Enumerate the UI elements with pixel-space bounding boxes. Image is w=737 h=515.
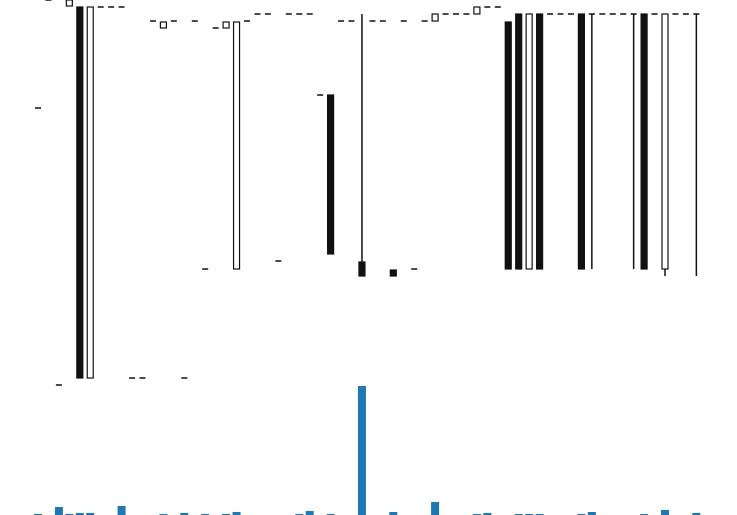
volume-bar — [661, 510, 669, 515]
candle-body — [504, 21, 512, 270]
volume-bar — [431, 502, 440, 515]
candle-body — [400, 20, 407, 22]
candle-body — [254, 13, 261, 15]
volume-bar — [86, 513, 95, 515]
candle-body — [86, 6, 94, 379]
candle-body — [338, 20, 345, 22]
candle-body — [348, 20, 355, 22]
candle-body — [232, 21, 241, 270]
candle-body — [453, 13, 459, 15]
candle-body — [285, 13, 292, 15]
candle-body — [515, 13, 523, 270]
candle-body — [661, 13, 669, 270]
candle-body — [149, 20, 156, 22]
candle-body — [275, 260, 282, 262]
candle-body — [431, 13, 439, 22]
candle-body — [599, 13, 606, 15]
volume-bar — [692, 513, 701, 515]
volume-bar — [54, 507, 63, 515]
candle-body — [191, 20, 198, 22]
candle-body — [296, 13, 303, 15]
candle-body — [535, 13, 544, 270]
volume-bar — [389, 512, 398, 515]
candle-body — [651, 13, 658, 15]
candle-body — [640, 13, 648, 270]
candle-body — [35, 107, 41, 109]
candle-body — [306, 13, 313, 15]
candle-body — [567, 13, 574, 15]
candle-body — [389, 269, 397, 277]
candle-body — [442, 13, 449, 15]
candle-body — [76, 6, 84, 379]
candle-body — [463, 13, 470, 15]
volume-bar — [75, 513, 84, 515]
candle-body — [170, 20, 177, 22]
volume-bar — [357, 386, 366, 515]
volume-bar — [483, 513, 492, 515]
candle-body — [181, 377, 188, 379]
candle-body — [421, 20, 428, 22]
candle-body — [620, 13, 627, 15]
candle-body — [494, 6, 501, 8]
candle-body — [557, 13, 564, 15]
candle-body — [244, 20, 250, 22]
candle-body — [317, 94, 324, 96]
candle-body — [693, 13, 700, 15]
candle-body — [609, 13, 616, 15]
candle-body — [45, 0, 52, 1]
candle-body — [97, 6, 104, 8]
candle-body — [379, 20, 386, 22]
candle-body — [484, 6, 491, 8]
candle-body — [630, 13, 637, 15]
candle-body — [55, 384, 62, 386]
candle-body — [159, 21, 167, 29]
candle-body — [222, 21, 230, 29]
candle-body — [411, 268, 418, 270]
candle-body — [525, 13, 533, 270]
candle-body — [588, 13, 595, 15]
candle-body — [473, 6, 481, 15]
candle-body — [369, 20, 376, 22]
candle-body — [358, 261, 366, 277]
candle-body — [672, 13, 679, 15]
candle-body — [108, 6, 115, 8]
volume-bar — [305, 511, 314, 515]
candle-body — [212, 27, 219, 29]
candle-body — [118, 6, 125, 8]
candle-body — [264, 13, 271, 15]
candle-body — [202, 268, 209, 270]
volume-bar — [232, 512, 241, 515]
candle-body — [65, 0, 73, 7]
volume-bar — [587, 512, 596, 515]
candle-body — [682, 13, 689, 15]
candle-body — [129, 377, 136, 379]
volume-bar — [117, 506, 126, 515]
candle-body — [139, 377, 146, 379]
volume-bar — [180, 513, 189, 515]
candle-body — [577, 13, 586, 270]
candle-body — [547, 13, 554, 15]
candle-body — [327, 94, 335, 255]
